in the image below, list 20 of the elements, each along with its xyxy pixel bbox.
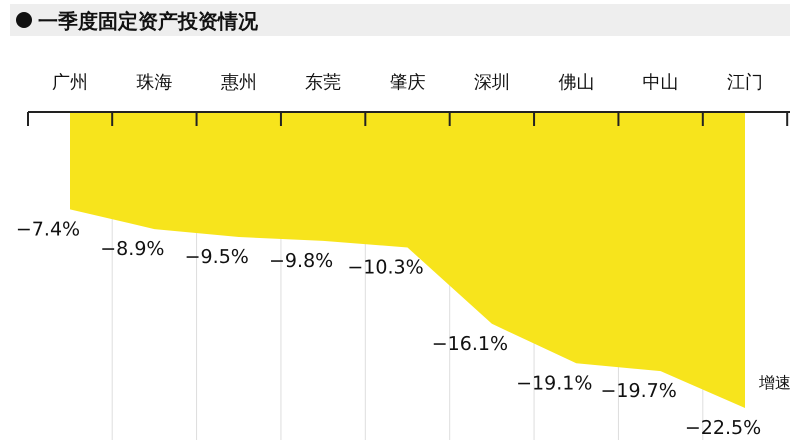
data-label: −7.4% [16,218,80,240]
x-tick-label: 江门 [727,72,763,93]
x-tick-label: 珠海 [136,72,172,93]
data-label: −22.5% [684,417,762,439]
x-tick-label: 深圳 [474,72,510,93]
data-label: −9.5% [184,246,249,268]
x-tick-label: 惠州 [220,72,257,93]
annotation: 增速 [758,373,791,392]
x-tick-label: 东莞 [305,72,342,93]
x-tick-label: 肇庆 [390,72,426,93]
data-label: −16.1% [432,332,508,355]
data-label: −19.7% [600,380,677,402]
data-label: −19.1% [516,372,592,394]
data-label: −8.9% [100,238,164,260]
x-tick-label: 佛山 [558,72,594,93]
x-tick-label: 中山 [642,72,679,93]
chart-title: 一季度固定资产投资情况 [38,9,259,33]
x-tick-label: 广州 [52,72,88,93]
data-label: −10.3% [347,256,424,278]
data-label: −9.8% [269,250,334,272]
